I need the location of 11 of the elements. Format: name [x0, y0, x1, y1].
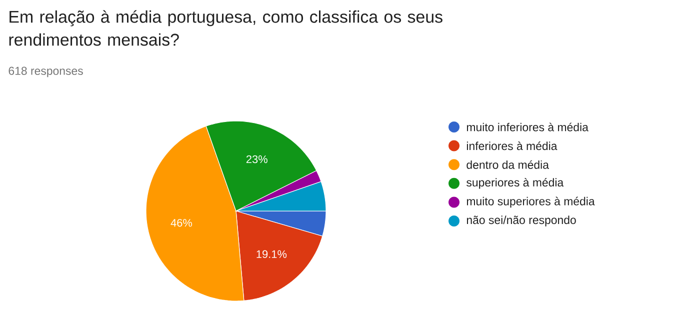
legend-label: muito superiores à média [466, 196, 595, 208]
legend-label: muito inferiores à média [466, 122, 588, 132]
legend-label: dentro da média [466, 160, 549, 169]
data-label: 46% [170, 218, 192, 227]
legend-label: inferiores à média [466, 142, 558, 150]
chart-title: Em relação à média portuguesa, como classifica os seus rendimentos mensais? [9, 10, 442, 46]
legend-label: superiores à média [466, 178, 564, 189]
data-label: 19.1% [256, 250, 287, 258]
legend-label: não sei/não respondo [466, 216, 576, 226]
data-label: 23% [246, 155, 268, 164]
text: 618 responses [8, 66, 83, 78]
